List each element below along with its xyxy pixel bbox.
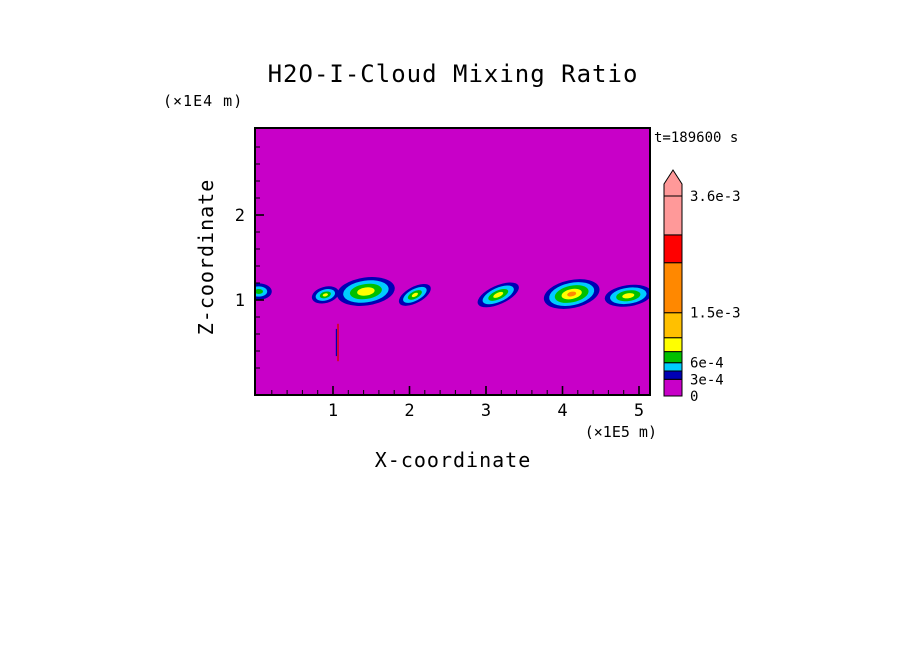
time-annotation: t=189600 s (654, 130, 739, 146)
colorbar-segment (663, 337, 683, 353)
colorbar (663, 169, 683, 397)
x-tick-label: 3 (481, 401, 491, 421)
page-title: H2O-I-Cloud Mixing Ratio (267, 60, 639, 88)
colorbar-segment (663, 351, 683, 364)
cloud-layer (411, 292, 418, 298)
plot-background (255, 128, 650, 395)
cloud-layer (255, 289, 263, 294)
cloud-layer (493, 291, 504, 298)
cloud-blob (477, 282, 519, 308)
colorbar-tick-label: 3e-4 (690, 372, 724, 388)
colorbar-segment (663, 262, 683, 314)
colorbar-segment (663, 378, 683, 397)
colorbar-tick-label: 3.6e-3 (690, 189, 741, 205)
cloud-layer (622, 293, 635, 299)
x-tick-label: 1 (328, 401, 338, 421)
colorbar-overflow-arrow (663, 169, 683, 197)
x-tick-label: 4 (557, 401, 567, 421)
z-tick-label: 1 (235, 291, 245, 311)
colorbar-segment (663, 195, 683, 236)
cloud-blob (337, 277, 395, 306)
x-tick-label: 2 (404, 401, 414, 421)
colorbar-tick-label: 1.5e-3 (690, 306, 741, 322)
cloud-blob (311, 286, 339, 304)
cloud-field (255, 277, 650, 362)
colorbar-tick-label: 0 (690, 389, 698, 405)
streak (335, 328, 337, 357)
colorbar-labels: 3.6e-3 1.5e-3 6e-43e-40 (690, 189, 741, 405)
cloud-blob (543, 279, 600, 309)
cloud-blob (255, 283, 272, 300)
colorbar-tick-label: 6e-4 (690, 356, 724, 372)
cloud-layer (322, 293, 328, 297)
x-tick-label: 5 (634, 401, 644, 421)
tick-labels: 1 2 3 4 5 1 2 (235, 206, 644, 421)
colorbar-segment (663, 362, 683, 372)
plot-frame (254, 127, 651, 396)
colorbar-segment (663, 312, 683, 339)
cloud-layer (567, 291, 577, 297)
z-tick-label: 2 (235, 206, 245, 226)
colorbar-segment (663, 370, 683, 380)
x-axis-label: X-coordinate (374, 448, 532, 472)
cloud-blob (604, 284, 650, 307)
colorbar-segment (663, 234, 683, 264)
z-axis-unit-label: (×1E4 m) (163, 92, 244, 110)
cloud-layer (357, 287, 375, 296)
cloud-blob (398, 283, 431, 306)
streak (337, 323, 339, 362)
x-axis-unit-label: (×1E5 m) (584, 423, 657, 441)
